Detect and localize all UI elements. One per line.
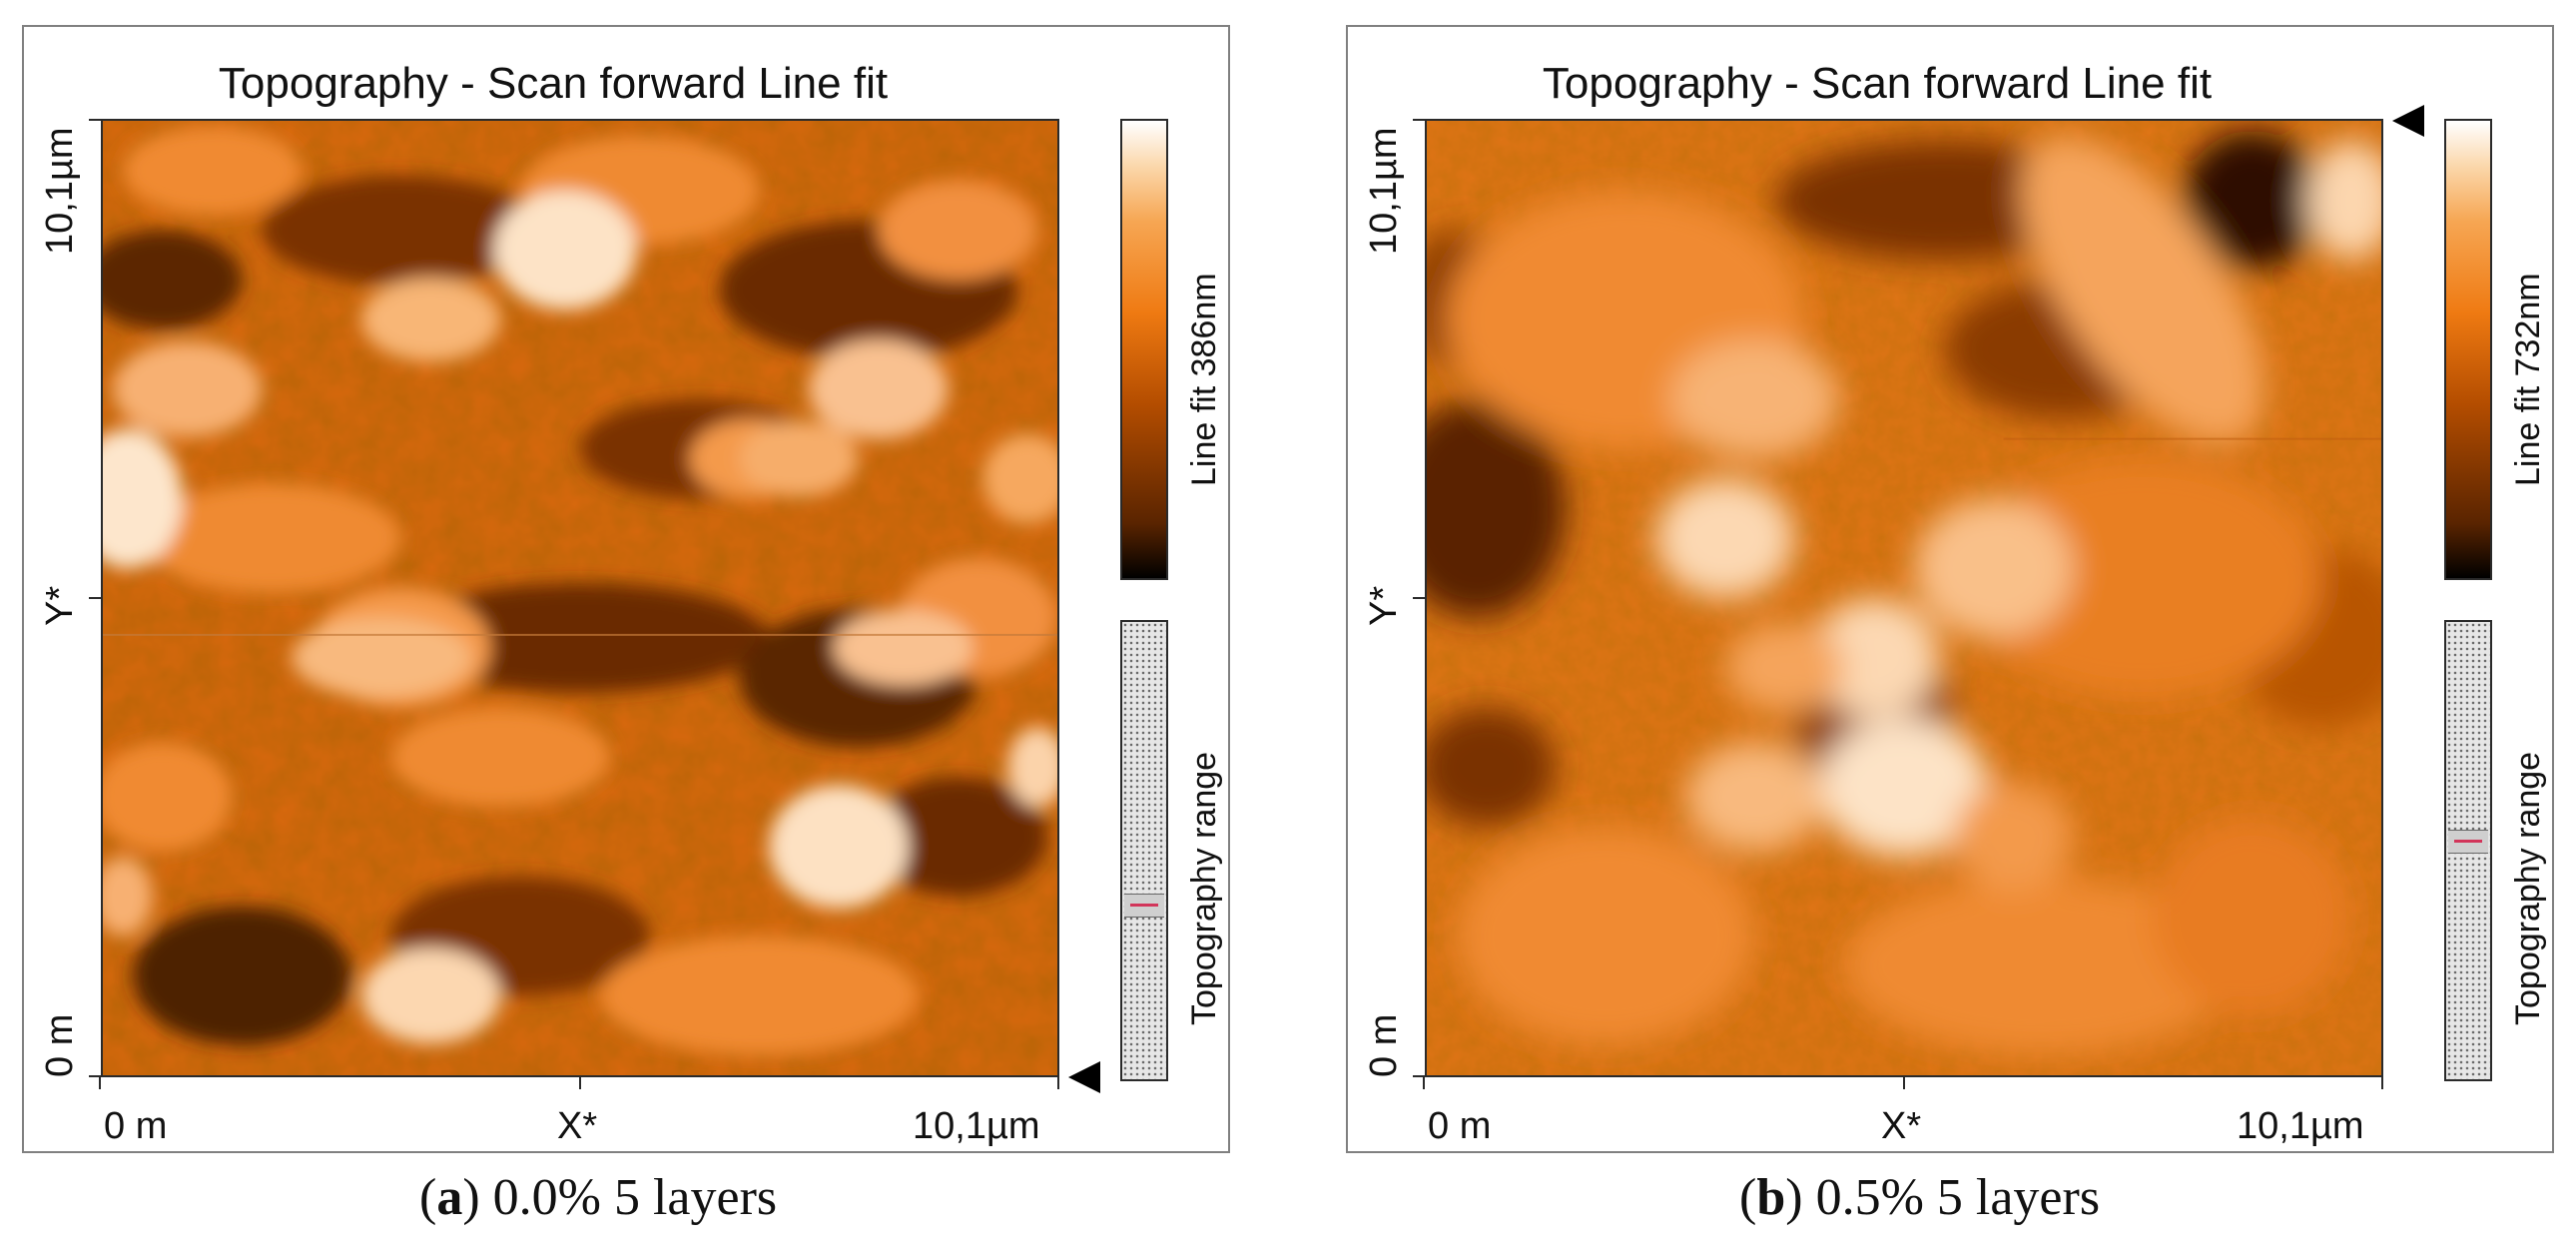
x-tick-mid: [1903, 1077, 1905, 1089]
scan-position-marker-icon: [2392, 105, 2424, 137]
x-tick-left: [99, 1077, 101, 1089]
x-axis-left-label: 0 m: [104, 1105, 168, 1147]
topography-image: [1425, 119, 2383, 1077]
topography-image: [101, 119, 1059, 1077]
afm-panel-a: Topography - Scan forward Line fit: [22, 25, 1230, 1153]
y-tick-bottom: [1413, 1075, 1425, 1077]
panel-title: Topography - Scan forward Line fit: [1542, 59, 2213, 108]
y-axis-top-label: 10,1µm: [1363, 127, 1405, 255]
y-tick-mid: [1413, 597, 1425, 599]
x-axis-mid-label: X*: [557, 1105, 598, 1147]
panel-title: Topography - Scan forward Line fit: [218, 59, 889, 108]
x-axis-left-label: 0 m: [1428, 1105, 1492, 1147]
x-tick-mid: [579, 1077, 581, 1089]
range-label: Topography range: [2509, 751, 2547, 1025]
caption-b: (b) 0.5% 5 layers: [1739, 1169, 2101, 1226]
x-axis-right-label: 10,1µm: [2237, 1105, 2364, 1147]
scan-position-marker-icon: [1068, 1061, 1100, 1093]
y-tick-bottom: [89, 1075, 101, 1077]
range-slider-handle[interactable]: [2448, 830, 2488, 854]
caption-a: (a) 0.0% 5 layers: [419, 1169, 778, 1226]
x-tick-right: [1057, 1077, 1059, 1089]
y-axis-bottom-label: 0 m: [1363, 1013, 1405, 1077]
height-colorbar: [2444, 119, 2492, 580]
x-tick-right: [2381, 1077, 2383, 1089]
y-axis-mid-label: Y*: [39, 585, 81, 626]
caption-text: 0.0% 5 layers: [492, 1169, 778, 1226]
caption-letter: b: [1756, 1169, 1786, 1226]
y-tick-top: [1413, 119, 1425, 121]
topography-range-bar[interactable]: [1120, 620, 1168, 1081]
topography-range-bar[interactable]: [2444, 620, 2492, 1081]
y-axis-top-label: 10,1µm: [39, 127, 81, 255]
x-axis-mid-label: X*: [1881, 1105, 1922, 1147]
range-slider-handle[interactable]: [1124, 894, 1164, 918]
range-label: Topography range: [1185, 751, 1223, 1025]
y-axis-bottom-label: 0 m: [39, 1013, 81, 1077]
height-colorbar: [1120, 119, 1168, 580]
y-axis-mid-label: Y*: [1363, 585, 1405, 626]
caption-letter: a: [436, 1169, 463, 1226]
afm-panel-b: Topography - Scan forward Line fit: [1346, 25, 2554, 1153]
caption-text: 0.5% 5 layers: [1815, 1169, 2101, 1226]
colorbar-label: Line fit 386nm: [1185, 273, 1223, 486]
x-axis-right-label: 10,1µm: [913, 1105, 1040, 1147]
colorbar-label: Line fit 732nm: [2509, 273, 2547, 486]
x-tick-left: [1423, 1077, 1425, 1089]
y-tick-top: [89, 119, 101, 121]
y-tick-mid: [89, 597, 101, 599]
